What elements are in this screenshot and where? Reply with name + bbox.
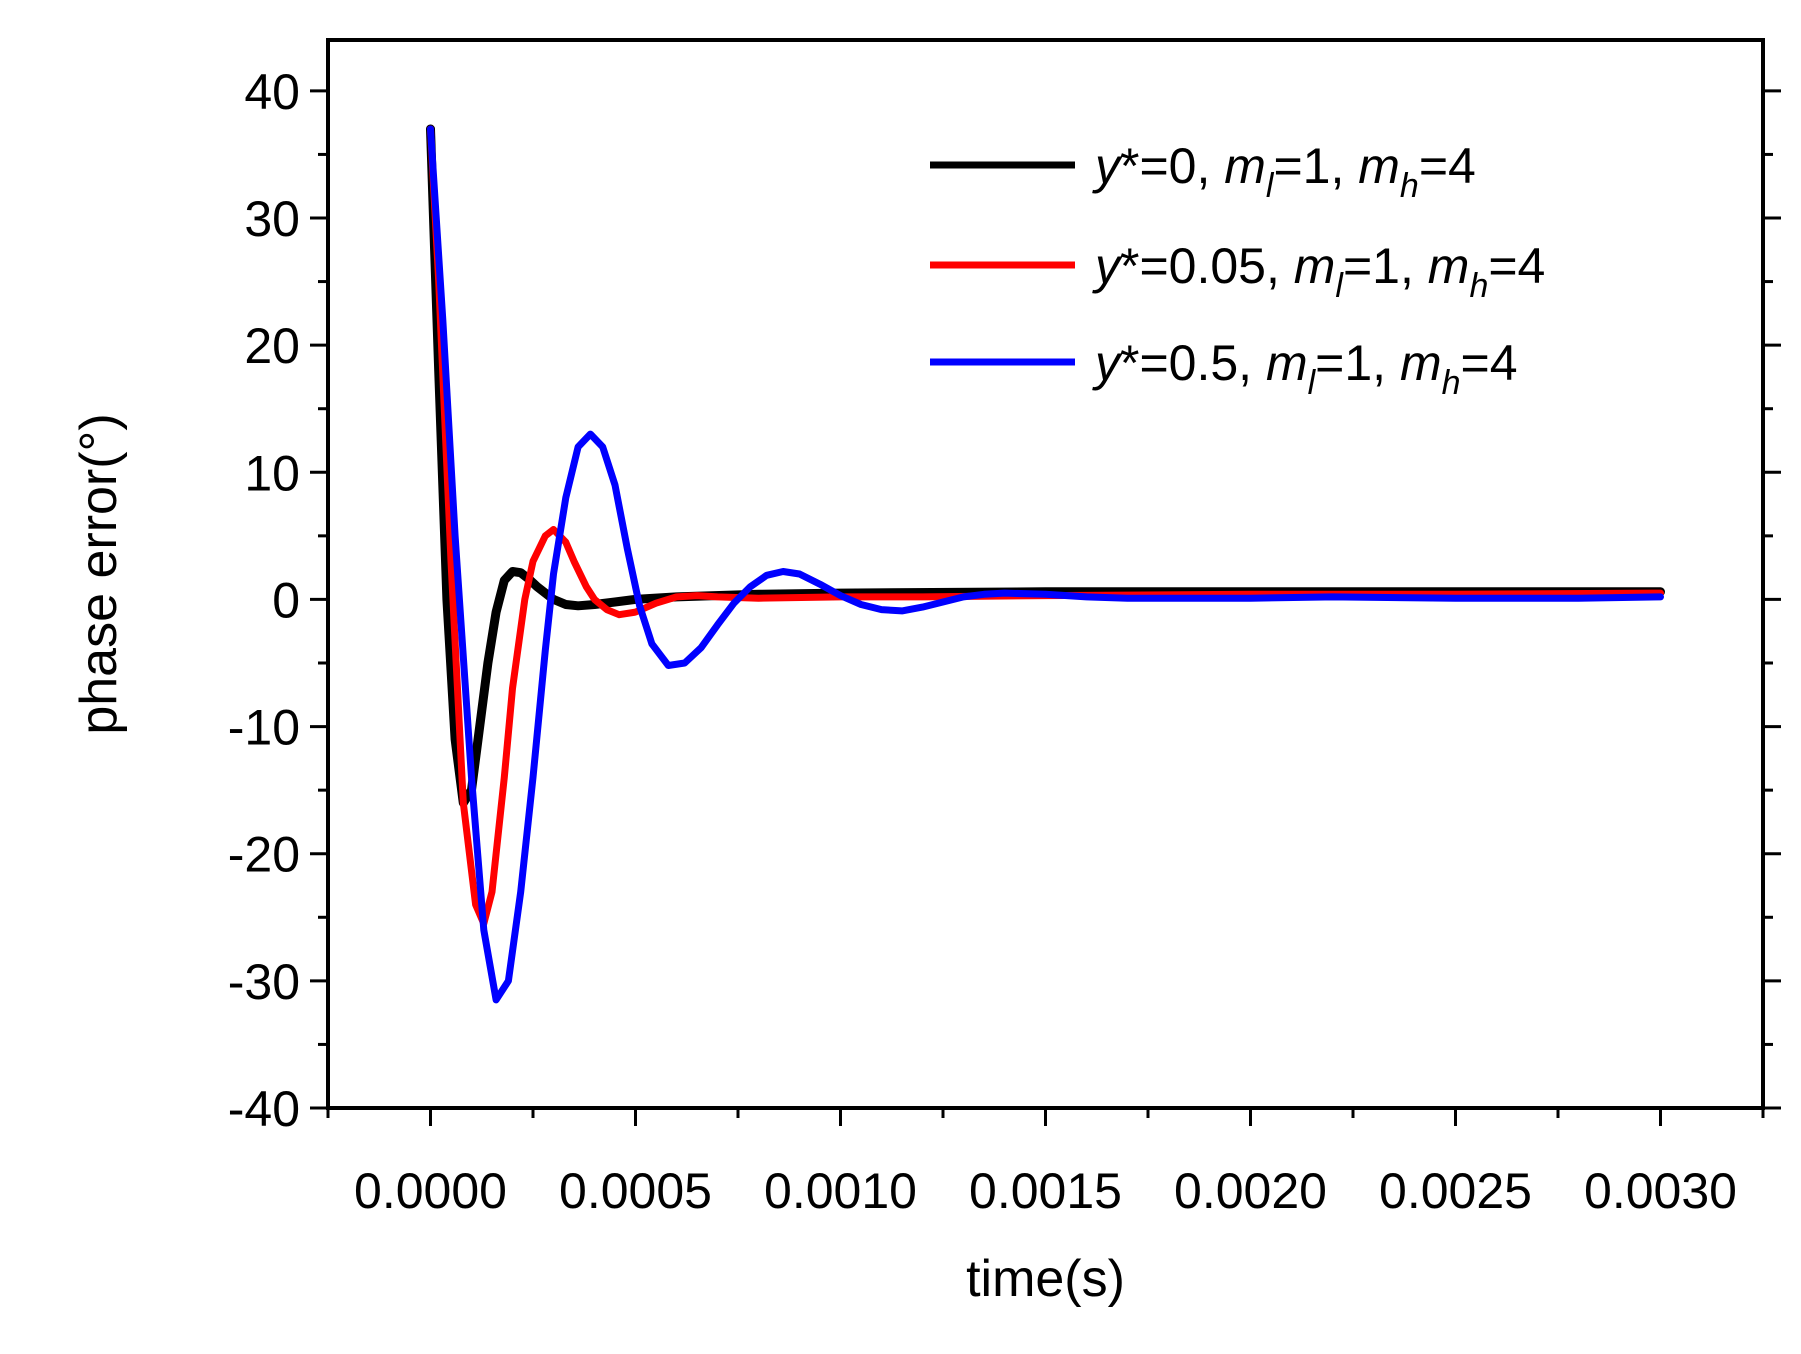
legend-label-2: y*=0.05, ml=1, mh=4 xyxy=(1092,238,1545,305)
y-tick-label: 0 xyxy=(272,572,300,628)
x-tick-label: 0.0030 xyxy=(1584,1163,1737,1219)
series-line-3 xyxy=(427,125,1664,1004)
y-tick-label: 40 xyxy=(244,64,300,120)
x-tick-label: 0.0015 xyxy=(969,1163,1122,1219)
x-axis-title: time(s) xyxy=(966,1250,1125,1308)
y-tick-label: -40 xyxy=(228,1081,300,1137)
y-tick-label: 10 xyxy=(244,445,300,501)
x-tick-label: 0.0020 xyxy=(1174,1163,1327,1219)
y-tick-label: 30 xyxy=(244,191,300,247)
y-tick-label: -10 xyxy=(228,700,300,756)
y-tick-label: -20 xyxy=(228,827,300,883)
legend: y*=0, ml=1, mh=4 y*=0.05, ml=1, mh=4 y*=0.… xyxy=(930,138,1545,402)
legend-label-1: y*=0, ml=1, mh=4 xyxy=(1092,138,1476,205)
x-tick-label: 0.0000 xyxy=(354,1163,507,1219)
y-tick-label: 20 xyxy=(244,318,300,374)
legend-label-3: y*=0.5, ml=1, mh=4 xyxy=(1092,335,1518,402)
series-layer xyxy=(426,124,1665,1004)
x-tick-label: 0.0025 xyxy=(1379,1163,1532,1219)
x-tick-label: 0.0005 xyxy=(559,1163,712,1219)
tick-layer: -40 -30 -20 -10 0 10 20 30 40 0.0000 0.0005 0.0010 0… xyxy=(228,64,1781,1219)
x-tick-label: 0.0010 xyxy=(764,1163,917,1219)
y-axis-title: phase error(°) xyxy=(70,413,128,734)
series-line-1 xyxy=(426,124,1665,808)
y-tick-label: -30 xyxy=(228,954,300,1010)
